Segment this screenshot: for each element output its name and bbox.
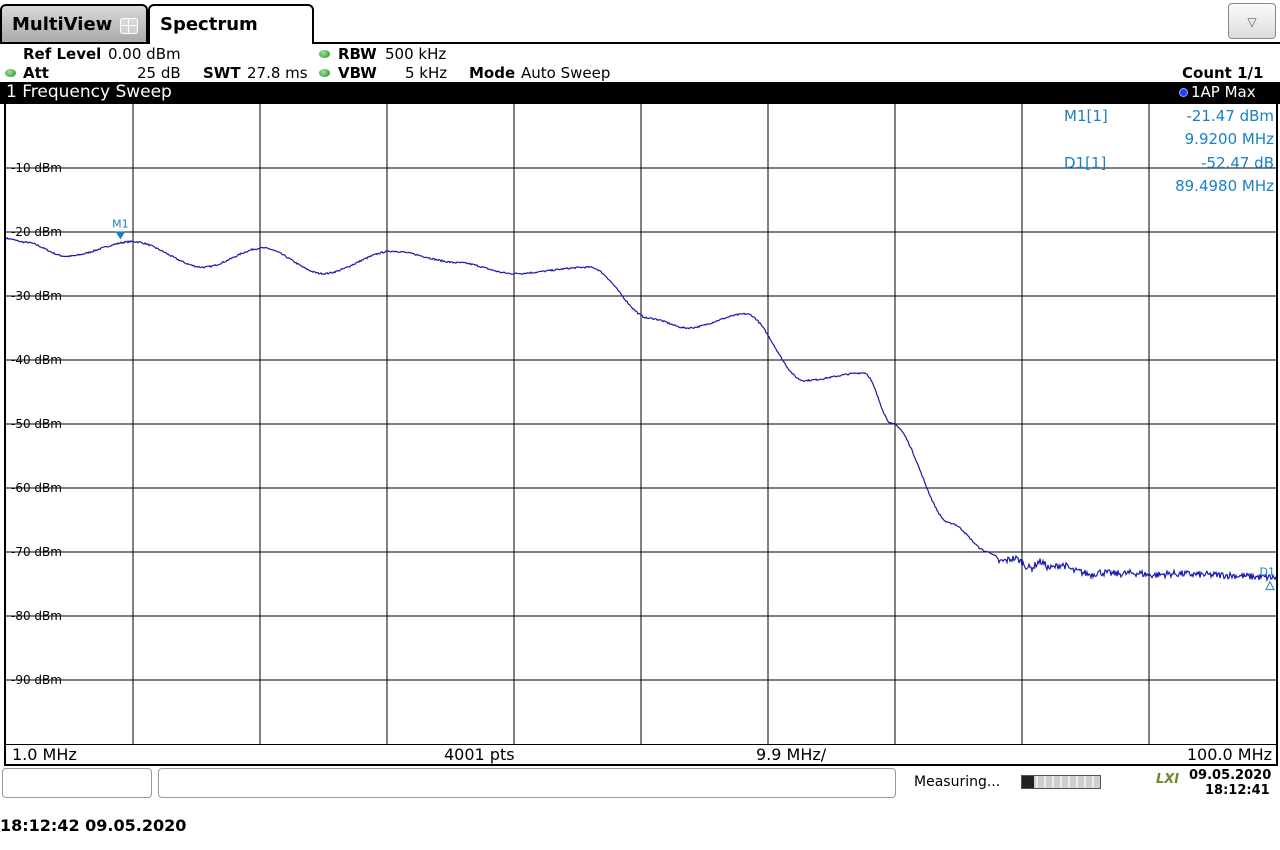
trace-1: [6, 236, 1276, 583]
att-label: Att: [23, 64, 49, 82]
swt-label: SWT: [203, 64, 241, 82]
mode-value[interactable]: Auto Sweep: [521, 64, 611, 82]
marker-m1-level: -21.47 dBm: [1186, 107, 1274, 125]
y-tick-label: -80 dBm: [11, 609, 62, 623]
y-tick-label: -60 dBm: [11, 481, 62, 495]
y-tick-label: -40 dBm: [11, 353, 62, 367]
marker-m1-frequency: 9.9200 MHz: [1184, 130, 1274, 148]
y-axis-labels: -10 dBm -20 dBm -30 dBm -40 dBm -50 dBm -60 d…: [11, 161, 62, 687]
sweep-count: Count 1/1: [1182, 64, 1264, 82]
start-frequency: 1.0 MHz: [12, 745, 77, 764]
measuring-status: Measuring...: [914, 774, 1001, 790]
marker-d1: D1: [1260, 566, 1275, 591]
y-tick-label: -10 dBm: [11, 161, 62, 175]
status-field-message[interactable]: [158, 768, 896, 798]
att-led-icon: [5, 69, 16, 77]
vbw-label: VBW: [338, 64, 377, 82]
spectrum-diagram[interactable]: -10 dBm -20 dBm -30 dBm -40 dBm -50 dBm -60 d…: [4, 104, 1278, 744]
tab-spectrum[interactable]: Spectrum: [148, 4, 314, 44]
mode-label: Mode: [469, 64, 516, 82]
marker-d1-tag: D1: [1260, 566, 1275, 579]
stop-frequency: 100.0 MHz: [1186, 745, 1272, 764]
lxi-logo: LXI: [1156, 772, 1180, 787]
marker-d1-delta-icon: [1265, 580, 1275, 591]
marker-m1-triangle-icon: [115, 231, 126, 240]
tab-divider-line: [0, 42, 1280, 44]
measuring-progress-fill: [1022, 776, 1034, 788]
sweep-points: 4001 pts: [444, 745, 515, 764]
rbw-value[interactable]: 500 kHz: [385, 45, 447, 63]
ref-level-label: Ref Level: [23, 45, 102, 63]
ref-level-value[interactable]: 0.00 dBm: [108, 45, 181, 63]
swt-value[interactable]: 27.8 ms: [247, 64, 308, 82]
vbw-led-icon: [319, 69, 330, 77]
y-tick-label: -30 dBm: [11, 289, 62, 303]
window-title: 1 Frequency Sweep: [6, 82, 172, 102]
frequency-span-per-div: 9.9 MHz/: [756, 745, 827, 764]
marker-d1-level: -52.47 dB: [1201, 154, 1274, 172]
marker-d1-label: D1[1]: [1064, 154, 1107, 172]
status-bar: Measuring... LXI 09.05.2020 18:12:41: [0, 766, 1280, 800]
vbw-value[interactable]: 5 kHz: [405, 64, 448, 82]
y-tick-label: -50 dBm: [11, 417, 62, 431]
spectrum-plot: -10 dBm -20 dBm -30 dBm -40 dBm -50 dBm -60 d…: [6, 104, 1276, 744]
att-value[interactable]: 25 dB: [137, 64, 181, 82]
marker-m1: M1: [112, 217, 129, 240]
tab-spectrum-label: Spectrum: [160, 14, 258, 35]
screenshot-timestamp: 18:12:42 09.05.2020: [0, 816, 187, 835]
status-time: 18:12:41: [1205, 783, 1270, 798]
rbw-led-icon: [319, 50, 330, 58]
marker-m1-tag: M1: [112, 217, 129, 230]
frequency-axis-bar: 1.0 MHz 4001 pts 9.9 MHz/ 100.0 MHz: [4, 744, 1278, 766]
tab-multiview[interactable]: MultiView: [0, 4, 148, 42]
dropdown-button[interactable]: ▽: [1228, 3, 1276, 39]
status-field-left[interactable]: [2, 768, 152, 798]
y-tick-label: -70 dBm: [11, 545, 62, 559]
multiview-grid-icon: [120, 18, 138, 34]
trace-label: 1AP Max: [1191, 83, 1256, 101]
trace-indicator-icon: [1179, 88, 1188, 97]
marker-m1-label: M1[1]: [1064, 107, 1108, 125]
rbw-label: RBW: [338, 45, 377, 63]
chevron-down-icon: ▽: [1247, 15, 1257, 29]
status-date: 09.05.2020: [1189, 768, 1272, 783]
window-title-bar[interactable]: 1 Frequency Sweep 1AP Max: [0, 82, 1280, 104]
tab-multiview-label: MultiView: [12, 14, 113, 35]
tab-bar: MultiView Spectrum: [0, 0, 1280, 44]
measuring-progress: [1021, 775, 1101, 789]
marker-d1-frequency: 89.4980 MHz: [1175, 177, 1274, 195]
y-tick-label: -90 dBm: [11, 673, 62, 687]
grid-lines: [6, 104, 1276, 744]
y-tick-label: -20 dBm: [11, 225, 62, 239]
